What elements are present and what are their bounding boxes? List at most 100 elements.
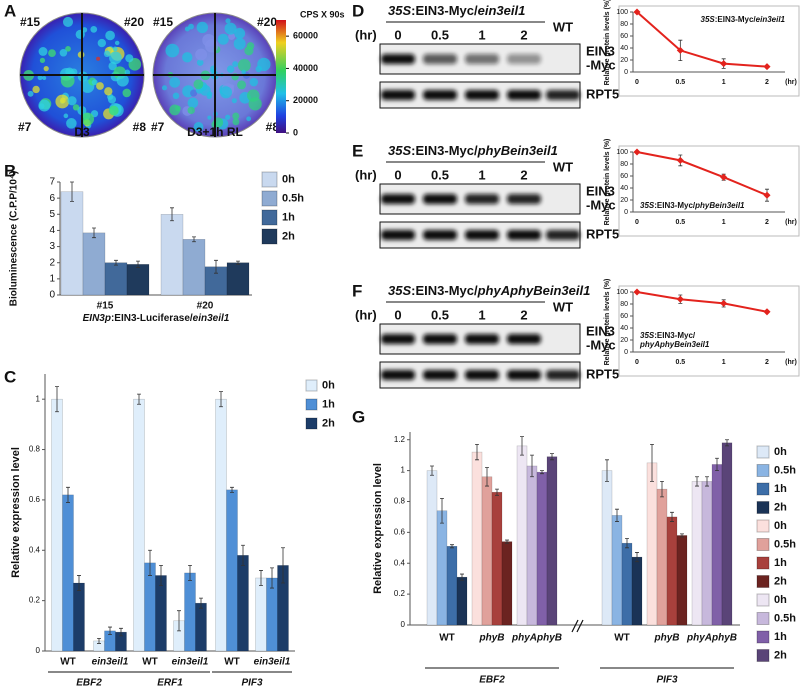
error-bar xyxy=(136,260,140,268)
legend-label: 0.5h xyxy=(774,464,796,476)
error-bar xyxy=(114,259,118,266)
y-tick-label: 60 xyxy=(620,313,628,320)
y-tick-label: 60 xyxy=(620,173,628,180)
error-bar xyxy=(55,386,59,413)
row-label: EIN3 xyxy=(586,183,615,198)
bar xyxy=(82,232,106,296)
plate-signal xyxy=(48,49,56,57)
plate-signal xyxy=(246,116,252,122)
x-tick-label: 2 xyxy=(765,359,769,366)
panel-label: A xyxy=(4,1,16,20)
lane-label: 0.5 xyxy=(431,167,449,182)
plate-signal xyxy=(65,67,74,77)
plate-signal xyxy=(109,51,122,65)
plate-signal xyxy=(188,23,194,30)
legend-label: 0h xyxy=(322,379,335,391)
legend-label: 0h xyxy=(774,520,787,532)
legend-swatch xyxy=(305,398,318,411)
error-bar xyxy=(430,465,434,476)
plate-signal xyxy=(196,59,204,66)
y-tick-label: 0 xyxy=(401,620,406,629)
x-tick-label: ein3eil1 xyxy=(254,657,291,668)
time-unit: (hr) xyxy=(355,167,377,182)
text-piece: phyBein3eil1 xyxy=(694,201,745,210)
bar xyxy=(133,398,145,652)
plate-signal xyxy=(116,74,129,87)
plate-signal xyxy=(103,50,111,58)
text-piece: 35S xyxy=(388,143,411,158)
y-axis-label: Relative protein levels (%) xyxy=(604,279,611,366)
text-piece: phyAphyBein3eil1 xyxy=(477,283,591,298)
error-bar xyxy=(77,575,81,591)
plate-signal xyxy=(196,21,209,34)
legend-label: 0.5h xyxy=(774,538,796,550)
plate-caption: D3+1h RL xyxy=(187,125,243,139)
y-axis-label: Relative expression level xyxy=(372,463,384,594)
x-tick-label: WT xyxy=(224,657,240,668)
legend-label: 2h xyxy=(322,417,335,429)
well-label: #15 xyxy=(20,15,40,29)
band xyxy=(381,90,415,100)
plate-signal xyxy=(225,18,231,24)
plate-signal xyxy=(234,27,246,39)
group-label: EBF2 xyxy=(76,678,102,689)
colorbar-tick-label: 0 xyxy=(293,127,298,137)
plate-signal xyxy=(241,69,246,75)
bar xyxy=(481,476,493,626)
bar xyxy=(721,442,733,626)
y-tick-label: 80 xyxy=(620,21,628,28)
band xyxy=(546,230,580,240)
text-piece: ein3eil1 xyxy=(756,15,786,24)
lane-label: 2 xyxy=(520,167,527,182)
panel-label: E xyxy=(352,141,363,160)
plate-signal xyxy=(219,86,233,99)
plate-signal xyxy=(231,98,237,104)
row-label: RPT5 xyxy=(586,86,619,101)
error-bar xyxy=(485,467,489,487)
bar xyxy=(526,465,538,626)
x-tick-label: 0.5 xyxy=(675,359,685,366)
legend-swatch xyxy=(261,171,278,188)
band xyxy=(465,90,499,100)
text-piece: 35S xyxy=(388,283,411,298)
marker xyxy=(633,148,641,156)
colorbar-tick-label: 40000 xyxy=(293,63,318,73)
x-tick-label: #20 xyxy=(197,301,214,312)
bar xyxy=(184,572,196,652)
band xyxy=(465,370,499,380)
error-bar xyxy=(170,207,174,222)
legend-swatch xyxy=(756,538,770,551)
bar xyxy=(646,462,658,626)
bar xyxy=(711,464,723,626)
colorbar-title: CPS X 90s xyxy=(300,9,345,19)
line xyxy=(636,11,768,68)
legend-swatch xyxy=(756,445,770,459)
x-tick-label: 1 xyxy=(722,79,726,86)
plate-signal xyxy=(72,104,80,111)
x-tick-label: 2 xyxy=(765,79,769,86)
plate-signal xyxy=(38,103,45,110)
y-tick-label: 0 xyxy=(624,209,628,216)
y-axis-label: Relative protein levels (%) xyxy=(604,139,611,226)
x-unit: (hr) xyxy=(785,359,797,366)
text-piece: :EIN3-Myc/ xyxy=(411,283,478,298)
band xyxy=(423,334,457,344)
bar xyxy=(104,262,128,296)
plate-signal xyxy=(190,89,198,97)
well-label: #7 xyxy=(151,120,165,134)
error-bar xyxy=(108,626,112,636)
legend-swatch xyxy=(756,593,770,607)
plate-signal xyxy=(65,45,71,52)
plate-signal xyxy=(248,97,262,111)
well-label: #8 xyxy=(133,120,147,134)
band xyxy=(423,90,457,100)
marker xyxy=(676,295,684,303)
bar xyxy=(126,264,150,296)
error-bar xyxy=(670,511,674,522)
y-tick-label: 1.2 xyxy=(394,435,406,444)
y-tick-label: 7 xyxy=(49,177,55,188)
error-bar xyxy=(70,181,74,202)
plate-signal xyxy=(96,82,104,90)
blot-header: 35S:EIN3-Myc/phyAphyBein3eil1 xyxy=(388,283,590,298)
bar xyxy=(601,470,613,626)
